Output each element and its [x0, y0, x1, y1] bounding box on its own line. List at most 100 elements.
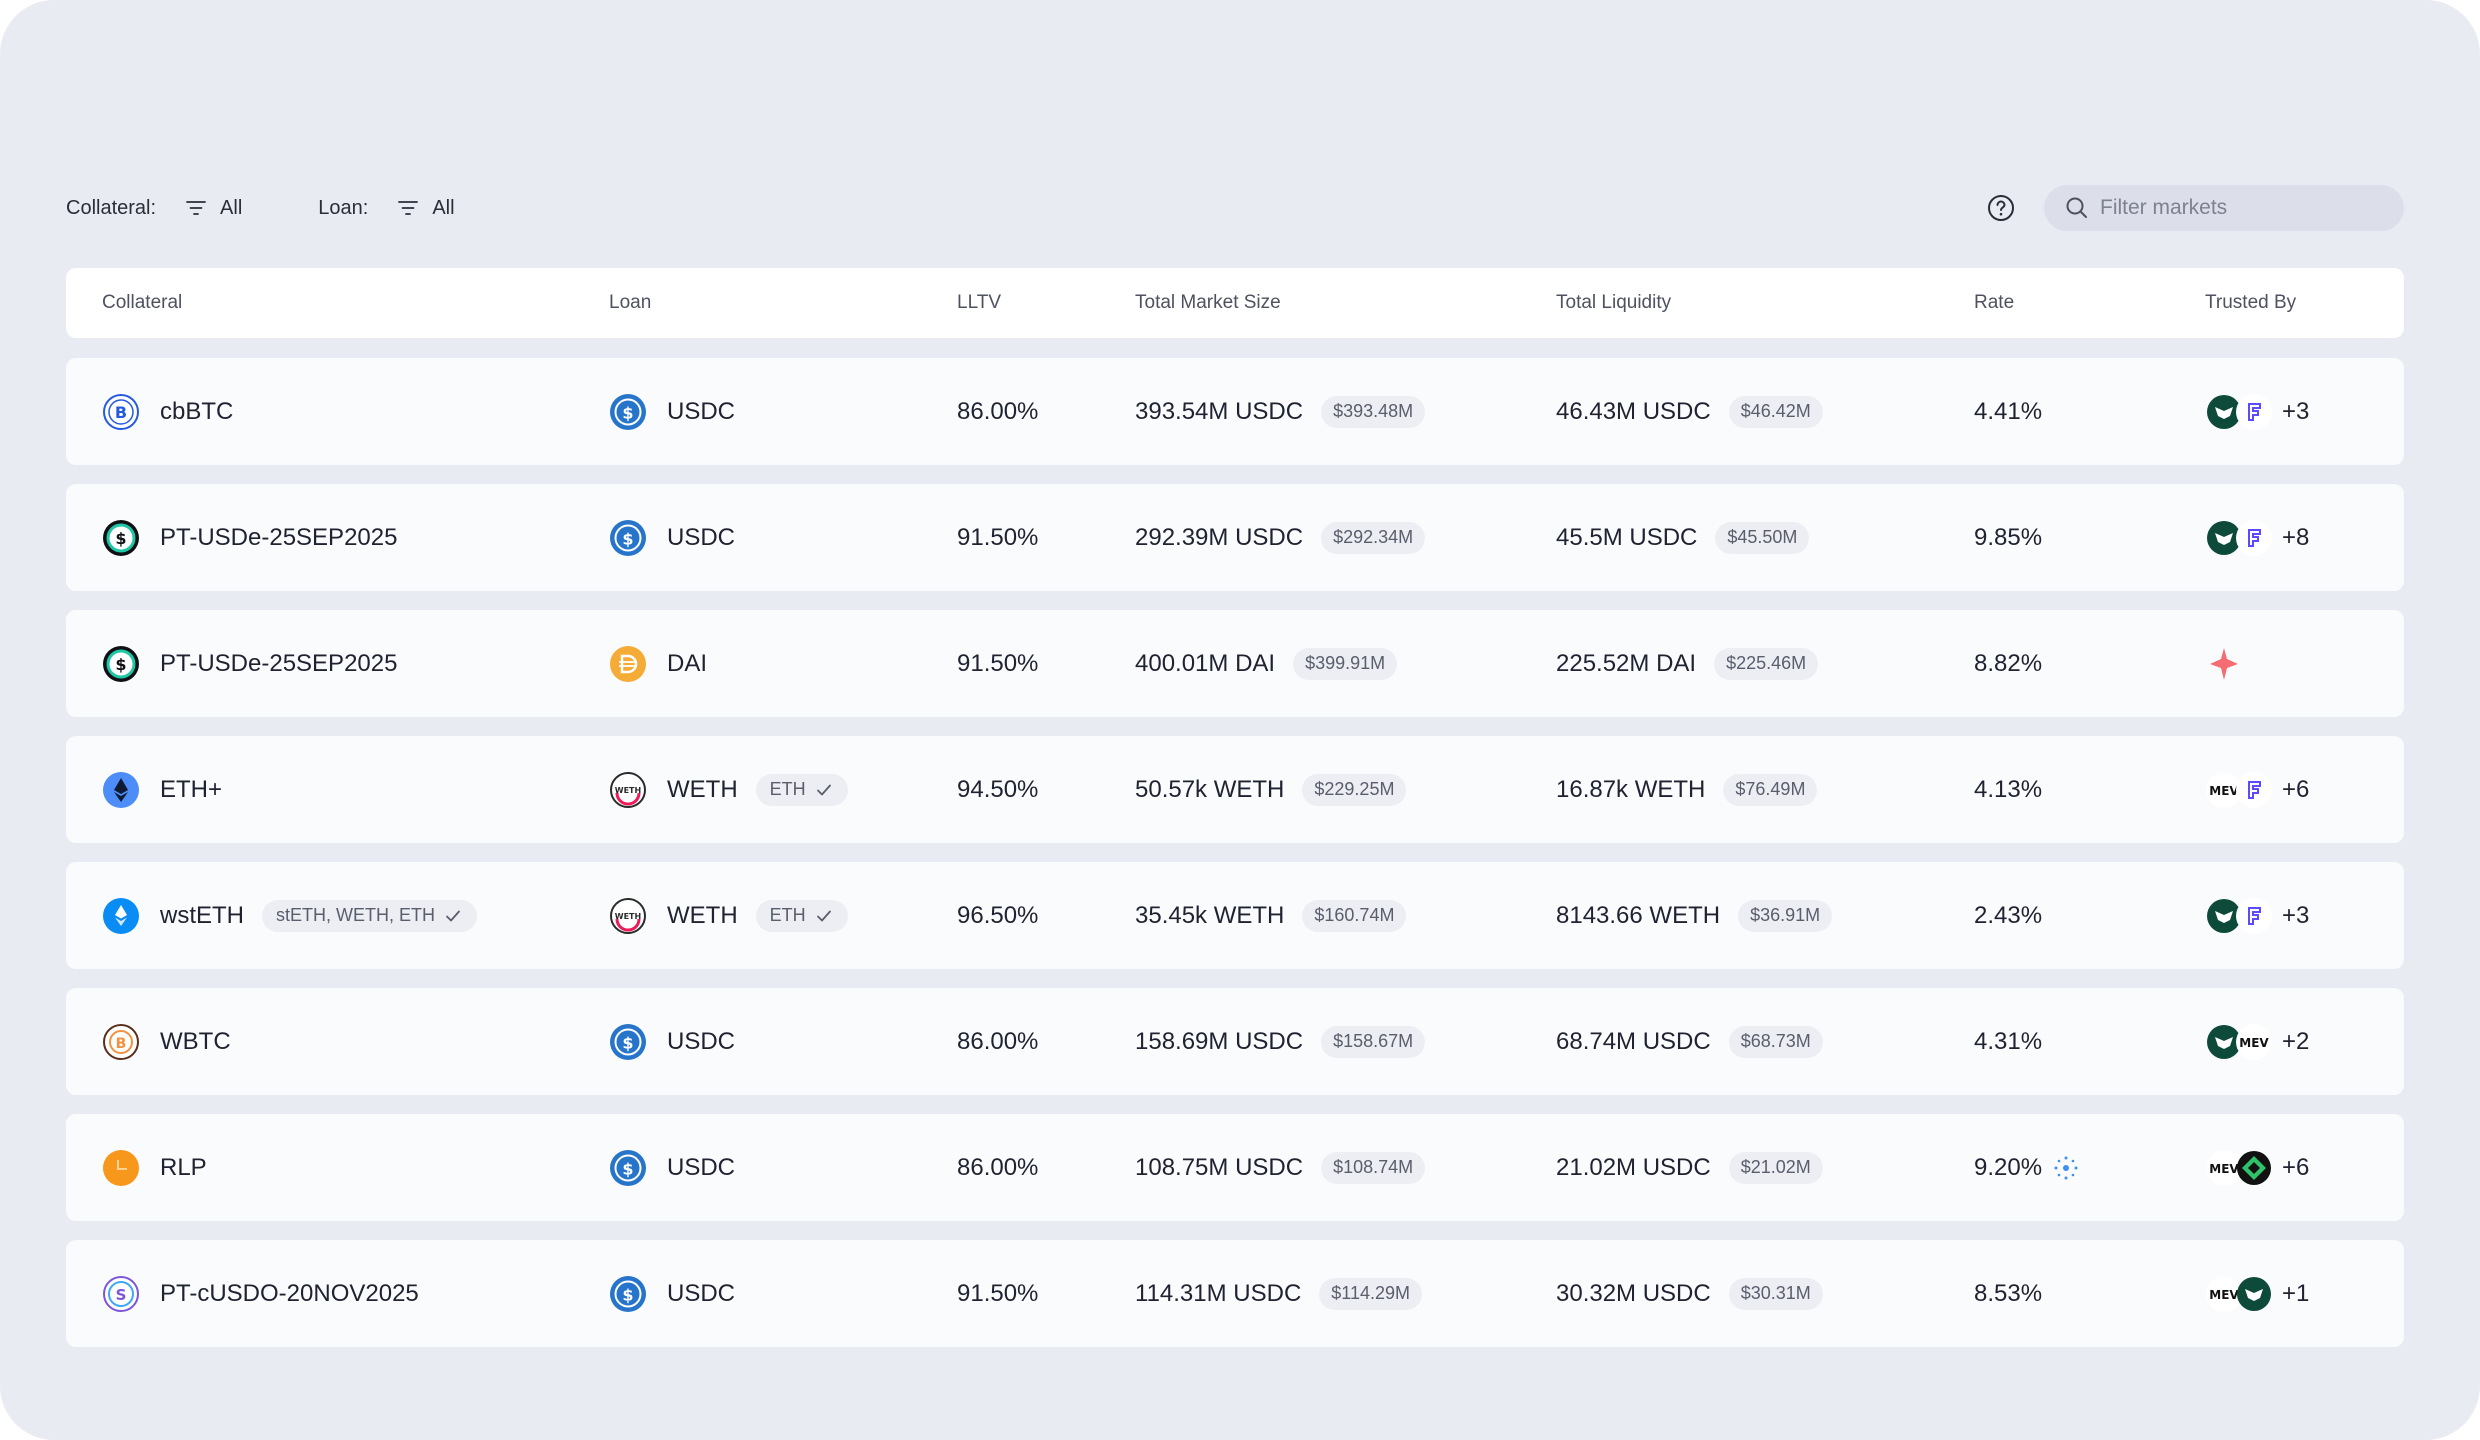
collateral-filter: Collateral: All [66, 196, 242, 220]
collateral-cell: RLP [102, 1114, 207, 1221]
market-size-usd-badge: $229.25M [1302, 773, 1407, 806]
loan-filter-button[interactable]: All [396, 196, 455, 220]
curator-icons [2206, 519, 2272, 556]
svg-text:$: $ [622, 403, 633, 422]
trusted-by-cell[interactable]: MEV +2 [2206, 988, 2309, 1095]
column-header-trusted-by[interactable]: Trusted By [2205, 292, 2297, 313]
collateral-filter-value: All [220, 196, 243, 219]
lltv-cell: 91.50% [957, 649, 1039, 677]
market-size-cell: 292.39M USDC $292.34M [1135, 484, 1426, 591]
market-size-value: 108.75M USDC [1135, 1153, 1304, 1181]
table-row[interactable]: B WBTC $ USDC 86.00% 158.69M USDC $158.6… [66, 988, 2404, 1095]
usde-icon: $ [103, 519, 139, 556]
curator-icons [2206, 393, 2272, 430]
wbtc-icon: B [103, 1023, 139, 1060]
loan-filter-label: Loan: [318, 196, 369, 219]
loan-cell: $ USDC [609, 988, 735, 1095]
table-row[interactable]: RLP $ USDC 86.00% 108.75M USDC $108.74M … [66, 1114, 2404, 1221]
check-icon [816, 784, 831, 795]
market-size-cell: 400.01M DAI $399.91M [1135, 610, 1398, 717]
liquidity-usd-badge: $45.50M [1715, 521, 1810, 554]
liquidity-usd-badge: $21.02M [1728, 1151, 1823, 1184]
table-row[interactable]: $ PT-USDe-25SEP2025 DAI 91.50% 400.01M D… [66, 610, 2404, 717]
filter-icon [186, 201, 206, 215]
svg-text:$: $ [622, 1285, 633, 1304]
collateral-name: wstETH [160, 901, 244, 929]
collateral-filter-button[interactable]: All [184, 196, 242, 220]
weth-icon: WETH [610, 771, 646, 808]
gauntlet-icon [2236, 519, 2272, 556]
more-curators-count: +8 [2282, 523, 2310, 551]
more-curators-count: +3 [2282, 397, 2310, 425]
trusted-by-cell[interactable]: MEV +6 [2206, 736, 2309, 843]
collateral-name: WBTC [160, 1027, 231, 1055]
help-icon[interactable] [1986, 193, 2016, 223]
sparkle-rewards-icon [2054, 1156, 2078, 1179]
liquidity-value: 45.5M USDC [1556, 523, 1698, 551]
liquidity-value: 16.87k WETH [1556, 775, 1706, 803]
steakhouse-icon [2207, 1024, 2241, 1059]
usdc-icon: $ [610, 393, 646, 430]
trusted-by-cell[interactable]: +8 [2206, 484, 2309, 591]
filter-icon [398, 201, 419, 215]
market-size-usd-badge: $160.74M [1302, 899, 1407, 932]
column-header-rate[interactable]: Rate [1974, 292, 2015, 313]
rate-value: 2.43% [1974, 901, 2043, 929]
wsteth-icon [103, 897, 139, 934]
table-row[interactable]: $ PT-USDe-25SEP2025 $ USDC 91.50% 292.39… [66, 484, 2404, 591]
collateral-tag: stETH, WETH, ETH [262, 899, 477, 932]
rate-value: 4.13% [1974, 775, 2043, 803]
liquidity-cell: 8143.66 WETH $36.91M [1556, 862, 1833, 969]
lltv-cell: 86.00% [957, 397, 1039, 425]
market-size-value: 393.54M USDC [1135, 397, 1304, 425]
column-header-collateral[interactable]: Collateral [102, 292, 183, 313]
column-header-total-market-size[interactable]: Total Market Size [1135, 292, 1281, 313]
table-row[interactable]: ETH+ WETH WETH ETH 94.50% 50.57k WETH $2… [66, 736, 2404, 843]
search-input[interactable] [2100, 196, 2384, 220]
loan-cell: WETH WETH ETH [609, 862, 848, 969]
column-header-loan[interactable]: Loan [609, 292, 652, 313]
svg-text:B: B [116, 1036, 127, 1052]
rate-cell: 4.13% [1974, 736, 2042, 843]
spark-icon [2210, 647, 2238, 680]
svg-text:$: $ [622, 529, 633, 548]
rate-value: 9.85% [1974, 523, 2043, 551]
collateral-cell: B cbBTC [102, 358, 233, 465]
market-size-value: 35.45k WETH [1135, 901, 1285, 929]
table-row[interactable]: B cbBTC $ USDC 86.00% 393.54M USDC $393.… [66, 358, 2404, 465]
svg-text:$: $ [115, 529, 126, 548]
trusted-by-cell[interactable] [2206, 610, 2242, 717]
trusted-by-cell[interactable]: MEV +1 [2206, 1240, 2309, 1347]
more-curators-count: +2 [2282, 1027, 2310, 1055]
mev-capital-icon: MEV [2206, 1149, 2242, 1186]
weth-icon: WETH [610, 897, 646, 934]
liquidity-cell: 225.52M DAI $225.46M [1556, 610, 1819, 717]
trusted-by-cell[interactable]: +3 [2206, 358, 2309, 465]
more-curators-count: +1 [2282, 1279, 2310, 1307]
svg-text:$: $ [115, 655, 126, 674]
trusted-by-cell[interactable]: MEV +6 [2206, 1114, 2309, 1221]
loan-cell: $ USDC [609, 358, 735, 465]
lltv-cell: 94.50% [957, 775, 1039, 803]
market-size-usd-badge: $292.34M [1321, 521, 1426, 554]
rate-cell: 9.20% [1974, 1114, 2080, 1221]
usdc-icon: $ [610, 1275, 646, 1312]
loan-cell: DAI [609, 610, 707, 717]
rate-value: 8.82% [1974, 649, 2043, 677]
mev-capital-icon: MEV [2236, 1023, 2272, 1060]
lltv-cell: 86.00% [957, 1153, 1039, 1181]
column-header-total-liquidity[interactable]: Total Liquidity [1556, 292, 1672, 313]
trusted-by-cell[interactable]: +3 [2206, 862, 2309, 969]
lltv-cell: 91.50% [957, 1279, 1039, 1307]
svg-text:WETH: WETH [615, 786, 641, 795]
market-size-cell: 393.54M USDC $393.48M [1135, 358, 1426, 465]
usdc-icon: $ [610, 519, 646, 556]
steakhouse-icon [2207, 394, 2241, 429]
market-size-usd-badge: $399.91M [1293, 647, 1398, 680]
column-header-lltv[interactable]: LLTV [957, 292, 1002, 313]
table-row[interactable]: S PT-cUSDO-20NOV2025 $ USDC 91.50% 114.3… [66, 1240, 2404, 1347]
liquidity-value: 68.74M USDC [1556, 1027, 1711, 1055]
table-row[interactable]: wstETH stETH, WETH, ETH WETH WETH ETH 96… [66, 862, 2404, 969]
gauntlet-icon [2236, 393, 2272, 430]
